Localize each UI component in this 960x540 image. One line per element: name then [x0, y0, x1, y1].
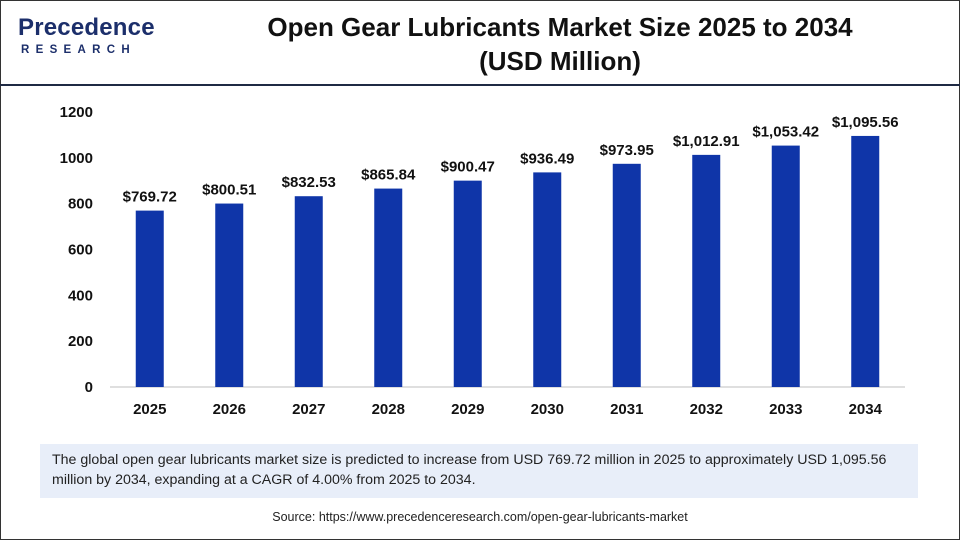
y-tick-label: 200: [68, 333, 93, 350]
bar-data-label: $973.95: [600, 142, 654, 159]
x-tick-label: 2025: [133, 401, 166, 418]
y-tick-label: 400: [68, 287, 93, 304]
bar: [215, 203, 244, 387]
x-tick-label: 2030: [531, 401, 564, 418]
bar-data-label: $1,053.42: [752, 124, 819, 141]
x-tick-label: 2032: [690, 401, 723, 418]
bar-chart: 0 200 400 600 800 1000 1200 $769.72 2025 $800.51 2…: [0, 90, 960, 435]
bar-data-label: $1,095.56: [832, 114, 899, 131]
bar: [851, 135, 880, 387]
x-tick-label: 2028: [372, 401, 405, 418]
brand-name: Precedence: [18, 14, 155, 41]
bar: [374, 188, 403, 387]
y-tick-label: 1000: [60, 150, 93, 167]
x-tick-label: 2027: [292, 401, 325, 418]
bar-data-label: $900.47: [441, 159, 495, 176]
bar: [612, 163, 641, 387]
bar-data-label: $769.72: [123, 189, 177, 206]
header-divider: [0, 84, 960, 86]
x-tick-label: 2034: [849, 401, 883, 418]
bar: [294, 196, 323, 387]
bar-data-label: $832.53: [282, 174, 336, 191]
bar-data-label: $800.51: [202, 182, 256, 199]
bar: [533, 172, 562, 387]
chart-title: Open Gear Lubricants Market Size 2025 to…: [190, 10, 930, 78]
source-citation: Source: https://www.precedenceresearch.c…: [272, 510, 688, 524]
chart-title-line-1: Open Gear Lubricants Market Size 2025 to…: [267, 12, 853, 42]
x-tick-label: 2031: [610, 401, 643, 418]
x-tick-label: 2029: [451, 401, 484, 418]
y-tick-label: 800: [68, 196, 93, 213]
bar-chart-svg: 0 200 400 600 800 1000 1200 $769.72 2025 $800.51 2…: [60, 104, 905, 418]
y-tick-label: 0: [85, 379, 93, 396]
chart-title-line-2: (USD Million): [479, 46, 641, 76]
brand-tagline: RESEARCH: [21, 44, 136, 56]
bar: [135, 210, 164, 387]
summary-caption: The global open gear lubricants market s…: [40, 444, 918, 498]
header: Precedence RESEARCH Open Gear Lubricants…: [0, 0, 960, 85]
bar: [771, 145, 800, 387]
bar: [453, 180, 482, 387]
bar-data-label: $1,012.91: [673, 133, 740, 150]
bar: [692, 154, 721, 387]
y-tick-label: 1200: [60, 104, 93, 121]
bar-data-label: $865.84: [361, 167, 416, 184]
bar-data-label: $936.49: [520, 150, 574, 167]
x-tick-label: 2033: [769, 401, 802, 418]
x-tick-label: 2026: [213, 401, 246, 418]
y-tick-label: 600: [68, 242, 93, 259]
brand-logo[interactable]: Precedence RESEARCH: [18, 14, 168, 66]
